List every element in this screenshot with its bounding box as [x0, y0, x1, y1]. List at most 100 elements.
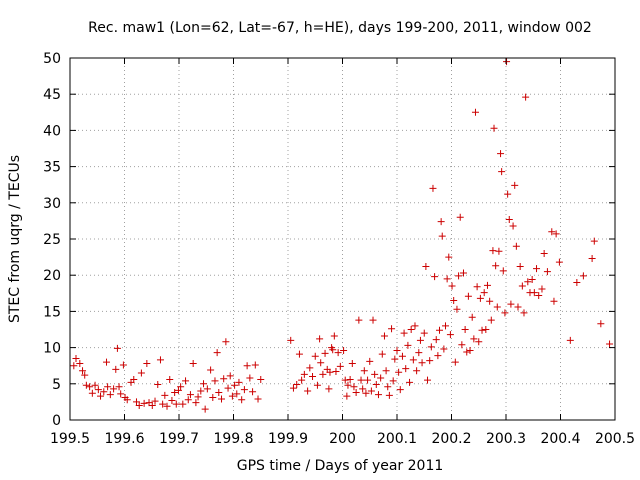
- data-point: [378, 350, 386, 358]
- data-point: [511, 181, 519, 189]
- data-point: [533, 265, 541, 273]
- data-point: [367, 387, 375, 395]
- y-tick-label: 15: [43, 304, 61, 320]
- data-point: [451, 358, 459, 366]
- data-point: [473, 283, 481, 291]
- data-point: [119, 361, 127, 369]
- data-point: [445, 253, 453, 261]
- data-point: [555, 258, 563, 266]
- data-point: [471, 108, 479, 116]
- y-tick-label: 35: [43, 160, 61, 176]
- data-point: [317, 359, 325, 367]
- data-point: [413, 367, 421, 375]
- data-point: [182, 377, 190, 385]
- data-point: [140, 399, 148, 407]
- data-point: [97, 392, 105, 400]
- y-tick-label: 5: [52, 377, 61, 393]
- data-point: [566, 336, 574, 344]
- data-point: [391, 355, 399, 363]
- axis-ticks: [69, 57, 616, 421]
- data-point: [427, 343, 435, 351]
- data-point: [492, 262, 500, 270]
- data-point: [104, 383, 112, 391]
- data-point: [168, 396, 176, 404]
- data-point: [209, 394, 217, 402]
- data-point: [495, 247, 503, 255]
- data-point: [177, 383, 185, 391]
- data-point: [344, 381, 352, 389]
- data-point: [113, 344, 121, 352]
- data-point: [396, 386, 404, 394]
- data-point: [606, 340, 614, 348]
- y-tick-label: 0: [52, 413, 61, 429]
- data-point: [597, 320, 605, 328]
- data-point: [398, 352, 406, 360]
- data-point: [72, 354, 80, 362]
- data-point: [132, 398, 140, 406]
- data-point: [201, 405, 209, 413]
- data-point: [528, 276, 536, 284]
- data-point: [179, 400, 187, 408]
- grid-lines: [70, 58, 615, 420]
- data-point: [476, 294, 484, 302]
- data-point: [504, 190, 512, 198]
- data-point: [145, 399, 153, 407]
- data-point: [211, 377, 219, 385]
- data-point: [306, 364, 314, 372]
- data-point: [372, 381, 380, 389]
- data-point: [222, 338, 230, 346]
- data-point: [352, 388, 360, 396]
- data-point: [148, 402, 156, 410]
- data-point: [341, 376, 349, 384]
- data-point: [590, 237, 598, 245]
- y-tick-label: 20: [43, 268, 61, 284]
- data-point: [497, 150, 505, 158]
- data-point: [440, 345, 448, 353]
- data-point: [478, 326, 486, 334]
- data-point: [411, 322, 419, 330]
- y-axis-label: STEC from uqrg / TECUs: [7, 155, 23, 323]
- data-point: [137, 369, 145, 377]
- data-point: [346, 375, 354, 383]
- data-point: [416, 336, 424, 344]
- data-point: [369, 316, 377, 324]
- data-point: [437, 218, 445, 226]
- data-point: [371, 370, 379, 378]
- x-axis-label: GPS time / Days of year 2011: [237, 458, 444, 474]
- data-point: [243, 362, 251, 370]
- data-point: [154, 381, 162, 389]
- data-point: [446, 331, 454, 339]
- data-point: [432, 336, 440, 344]
- data-point: [418, 359, 426, 367]
- data-point: [450, 297, 458, 305]
- data-point: [436, 326, 444, 334]
- y-tick-label: 30: [43, 196, 61, 212]
- data-point: [459, 269, 467, 277]
- data-point: [458, 341, 466, 349]
- x-tick-label: 200.2: [431, 431, 471, 447]
- y-tick-label: 50: [43, 51, 61, 67]
- data-point: [395, 368, 403, 376]
- data-point: [505, 215, 513, 223]
- data-point: [393, 346, 401, 354]
- data-point: [228, 392, 236, 400]
- data-point: [470, 335, 478, 343]
- data-point: [300, 370, 308, 378]
- data-point: [407, 326, 415, 333]
- data-point: [321, 349, 329, 357]
- data-point: [189, 360, 197, 368]
- data-point: [309, 373, 317, 381]
- data-point: [156, 356, 164, 364]
- data-point: [384, 383, 392, 391]
- data-point: [326, 368, 334, 376]
- data-point: [348, 360, 356, 368]
- data-points: [70, 58, 614, 413]
- data-point: [431, 273, 439, 281]
- data-point: [161, 391, 169, 399]
- data-point: [483, 281, 491, 289]
- data-point: [70, 362, 78, 370]
- data-point: [218, 395, 226, 403]
- data-point: [194, 393, 202, 401]
- data-point: [257, 375, 265, 383]
